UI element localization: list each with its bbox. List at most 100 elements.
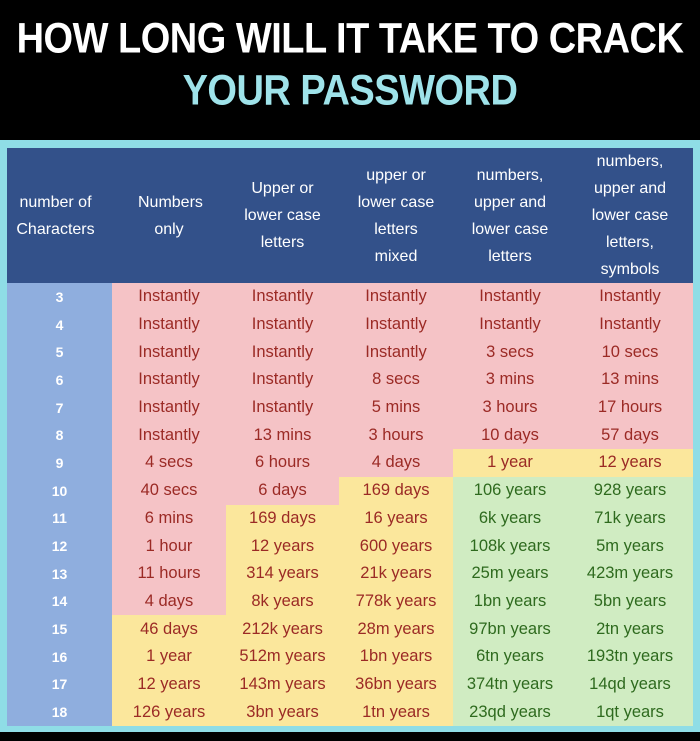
- character-count-cell: 10: [7, 476, 112, 505]
- crack-time-cell: 1 year: [453, 449, 567, 477]
- bottom-edge: [0, 732, 700, 741]
- column-header: numbers, upper and lower case letters: [453, 148, 567, 283]
- crack-time-cell: 1bn years: [339, 642, 453, 671]
- crack-time-cell: 314 years: [226, 559, 339, 588]
- crack-time-cell: 169 days: [226, 504, 339, 533]
- crack-time-cell: Instantly: [226, 283, 339, 311]
- character-count-cell: 14: [7, 587, 112, 616]
- crack-time-cell: Instantly: [226, 366, 339, 394]
- crack-time-cell: 25m years: [453, 559, 567, 588]
- crack-time-cell: 23qd years: [453, 698, 567, 726]
- crack-time-cell: 3 secs: [453, 338, 567, 367]
- crack-time-cell: 71k years: [567, 504, 693, 533]
- crack-time-cell: 5bn years: [567, 587, 693, 616]
- crack-time-cell: Instantly: [339, 283, 453, 311]
- crack-time-cell: Instantly: [226, 310, 339, 339]
- table-row: 15 46 days 212k years 28m years 97bn years 2t…: [7, 615, 693, 643]
- table-row: 7 Instantly Instantly 5 mins 3 hours 17 hours: [7, 393, 693, 422]
- crack-time-cell: 6 hours: [226, 449, 339, 477]
- character-count-cell: 16: [7, 642, 112, 671]
- crack-time-cell: Instantly: [567, 310, 693, 339]
- crack-time-cell: 169 days: [339, 476, 453, 505]
- crack-time-cell: Instantly: [226, 393, 339, 422]
- table-row: 18 126 years 3bn years 1tn years 23qd years 1…: [7, 698, 693, 726]
- crack-time-cell: Instantly: [226, 338, 339, 367]
- crack-time-cell: 10 secs: [567, 338, 693, 367]
- crack-time-cell: 6k years: [453, 504, 567, 533]
- crack-time-cell: Instantly: [112, 366, 226, 394]
- crack-time-cell: 16 years: [339, 504, 453, 533]
- crack-time-cell: 8k years: [226, 587, 339, 616]
- character-count-cell: 7: [7, 393, 112, 422]
- character-count-cell: 12: [7, 532, 112, 560]
- crack-time-cell: 4 days: [339, 449, 453, 477]
- column-header: Upper or lower case letters: [226, 148, 339, 283]
- character-count-cell: 13: [7, 559, 112, 588]
- crack-time-cell: 12 years: [112, 670, 226, 699]
- crack-time-cell: Instantly: [112, 310, 226, 339]
- table-header: number of Characters Numbers only Upper …: [7, 148, 693, 283]
- crack-time-cell: 212k years: [226, 615, 339, 643]
- table-row: 8 Instantly 13 mins 3 hours 10 days 57 days: [7, 421, 693, 450]
- table-row: 14 4 days 8k years 778k years 1bn years 5bn y…: [7, 587, 693, 616]
- crack-time-cell: 5m years: [567, 532, 693, 560]
- crack-time-cell: Instantly: [453, 283, 567, 311]
- table-row: 3 Instantly Instantly Instantly Instantly Ins…: [7, 283, 693, 311]
- crack-time-cell: 600 years: [339, 532, 453, 560]
- crack-time-cell: 126 years: [112, 698, 226, 726]
- crack-time-cell: 1 year: [112, 642, 226, 671]
- crack-time-cell: 1bn years: [453, 587, 567, 616]
- character-count-cell: 4: [7, 310, 112, 339]
- crack-time-cell: 108k years: [453, 532, 567, 560]
- crack-time-cell: 6 mins: [112, 504, 226, 533]
- table-row: 13 11 hours 314 years 21k years 25m years 423…: [7, 559, 693, 588]
- crack-time-cell: Instantly: [112, 338, 226, 367]
- crack-time-cell: 5 mins: [339, 393, 453, 422]
- column-header: number of Characters: [7, 148, 112, 283]
- crack-time-cell: Instantly: [339, 310, 453, 339]
- crack-time-cell: 1 hour: [112, 532, 226, 560]
- column-header: upper or lower case letters mixed: [339, 148, 453, 283]
- crack-time-cell: 21k years: [339, 559, 453, 588]
- crack-time-cell: 928 years: [567, 476, 693, 505]
- crack-time-cell: 17 hours: [567, 393, 693, 422]
- crack-time-cell: 28m years: [339, 615, 453, 643]
- title-line-2: YOUR PASSWORD: [182, 67, 518, 115]
- crack-time-cell: 3 hours: [339, 421, 453, 450]
- crack-time-cell: 8 secs: [339, 366, 453, 394]
- crack-time-cell: 512m years: [226, 642, 339, 671]
- password-crack-table-frame: number of Characters Numbers only Upper …: [0, 140, 700, 732]
- table-row: 10 40 secs 6 days 169 days 106 years 928 year…: [7, 476, 693, 505]
- crack-time-cell: 1tn years: [339, 698, 453, 726]
- crack-time-cell: 36bn years: [339, 670, 453, 699]
- crack-time-cell: 3bn years: [226, 698, 339, 726]
- header-row: number of Characters Numbers only Upper …: [7, 148, 693, 283]
- character-count-cell: 11: [7, 504, 112, 533]
- crack-time-cell: 10 days: [453, 421, 567, 450]
- crack-time-cell: 13 mins: [226, 421, 339, 450]
- character-count-cell: 6: [7, 366, 112, 394]
- character-count-cell: 5: [7, 338, 112, 367]
- crack-time-cell: Instantly: [112, 421, 226, 450]
- crack-time-cell: 106 years: [453, 476, 567, 505]
- password-crack-table: number of Characters Numbers only Upper …: [7, 148, 693, 726]
- table-row: 6 Instantly Instantly 8 secs 3 mins 13 mins: [7, 366, 693, 394]
- crack-time-cell: 6tn years: [453, 642, 567, 671]
- crack-time-cell: 13 mins: [567, 366, 693, 394]
- character-count-cell: 9: [7, 449, 112, 477]
- table-row: 12 1 hour 12 years 600 years 108k years 5m ye…: [7, 532, 693, 560]
- column-header: Numbers only: [112, 148, 226, 283]
- crack-time-cell: 143m years: [226, 670, 339, 699]
- crack-time-cell: 57 days: [567, 421, 693, 450]
- crack-time-cell: 97bn years: [453, 615, 567, 643]
- crack-time-cell: 4 secs: [112, 449, 226, 477]
- crack-time-cell: 374tn years: [453, 670, 567, 699]
- table-row: 5 Instantly Instantly Instantly 3 secs 10 sec…: [7, 338, 693, 367]
- crack-time-cell: Instantly: [339, 338, 453, 367]
- table-row: 4 Instantly Instantly Instantly Instantly Ins…: [7, 310, 693, 339]
- crack-time-cell: 12 years: [567, 449, 693, 477]
- crack-time-cell: Instantly: [453, 310, 567, 339]
- character-count-cell: 3: [7, 283, 112, 311]
- crack-time-cell: 11 hours: [112, 559, 226, 588]
